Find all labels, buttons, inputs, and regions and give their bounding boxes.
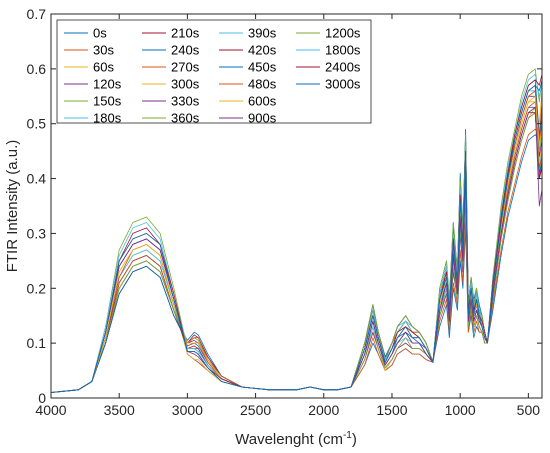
legend-label-150s: 150s <box>93 94 122 109</box>
x-tick-label: 2000 <box>308 402 339 418</box>
x-tick-label: 2500 <box>240 402 271 418</box>
x-tick-label: 4000 <box>35 402 66 418</box>
y-tick-label: 0.1 <box>27 335 47 351</box>
y-tick-label: 0.6 <box>27 61 47 77</box>
y-tick-label: 0.4 <box>27 171 47 187</box>
x-axis-title-close: ) <box>352 431 357 448</box>
legend-label-30s: 30s <box>93 43 114 58</box>
legend-label-3000s: 3000s <box>325 77 361 92</box>
y-axis-title: FTIR Intensity (a.u.) <box>4 140 21 273</box>
legend-label-240s: 240s <box>171 43 200 58</box>
x-tick-label: 500 <box>517 402 541 418</box>
plot-frame <box>50 13 543 399</box>
series-line-3000s <box>50 79 543 393</box>
legend-label-900s: 900s <box>248 111 277 126</box>
x-tick-label: 3500 <box>104 402 135 418</box>
legend-label-480s: 480s <box>248 77 277 92</box>
x-tick-label: 3000 <box>172 402 203 418</box>
x-axis-title-main: Wavelenght (cm <box>235 431 343 448</box>
y-tick-label: 0.7 <box>27 6 47 22</box>
legend-label-360s: 360s <box>171 111 200 126</box>
legend-label-270s: 270s <box>171 60 200 75</box>
y-tick-label: 0.2 <box>27 280 47 296</box>
legend-label-60s: 60s <box>93 60 114 75</box>
y-tick-label: 0.5 <box>27 116 47 132</box>
legend: 0s 30s 60s 120s 150s 180s 210s 240s 270s 300s 330s… <box>56 19 372 126</box>
legend-label-180s: 180s <box>93 111 122 126</box>
y-tick-label: 0.3 <box>27 225 47 241</box>
legend-label-2400s: 2400s <box>325 60 361 75</box>
y-axis: 0 0.1 0.2 0.3 0.4 0.5 0.6 0.7 <box>27 6 542 406</box>
legend-label-210s: 210s <box>171 26 200 41</box>
legend-label-1200s: 1200s <box>325 26 361 41</box>
legend-label-120s: 120s <box>93 77 122 92</box>
legend-label-1800s: 1800s <box>325 43 361 58</box>
legend-label-0s: 0s <box>93 26 107 41</box>
legend-label-390s: 390s <box>248 26 277 41</box>
x-tick-label: 1000 <box>445 402 476 418</box>
legend-box <box>56 19 372 124</box>
x-tick-label: 1500 <box>376 402 407 418</box>
legend-label-600s: 600s <box>248 94 277 109</box>
legend-label-300s: 300s <box>171 77 200 92</box>
legend-label-450s: 450s <box>248 60 277 75</box>
x-axis: 4000 3500 3000 2500 2000 1500 1000 500 <box>35 14 540 418</box>
y-tick-label: 0 <box>38 390 46 406</box>
x-axis-title-superscript: -1 <box>343 430 352 441</box>
legend-label-330s: 330s <box>171 94 200 109</box>
legend-label-420s: 420s <box>248 43 277 58</box>
series-layer <box>50 68 543 393</box>
x-axis-title: Wavelenght (cm-1) <box>235 430 357 448</box>
